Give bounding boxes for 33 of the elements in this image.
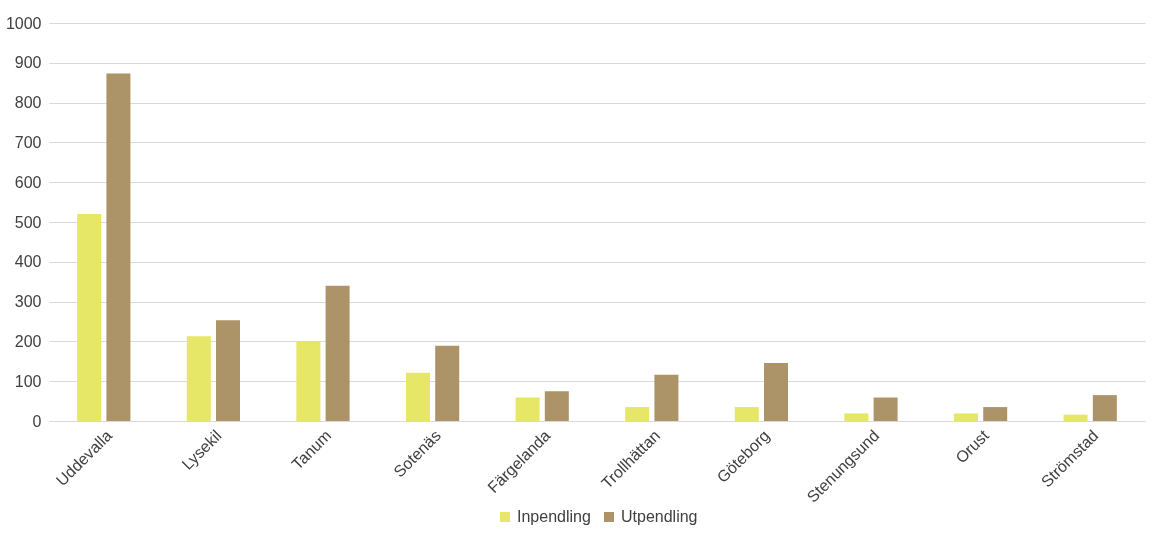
bar: [1092, 395, 1117, 421]
bar: [216, 320, 241, 421]
legend-label: Utpendling: [621, 508, 698, 525]
y-tick-label: 500: [14, 213, 42, 231]
y-tick-label: 200: [14, 332, 42, 350]
y-tick-label: 700: [14, 133, 42, 151]
bar: [764, 362, 789, 421]
bar: [625, 407, 650, 421]
bar: [734, 407, 759, 421]
y-tick-label: 400: [14, 253, 42, 271]
y-tick-label: 0: [32, 412, 42, 430]
bar: [515, 397, 540, 421]
bar: [186, 336, 211, 421]
y-tick-label: 600: [14, 173, 42, 191]
bar: [325, 285, 350, 421]
bar: [953, 413, 978, 421]
bar: [296, 341, 321, 421]
y-tick-label: 900: [14, 54, 42, 72]
y-tick-label: 100: [14, 372, 42, 390]
bar: [544, 391, 569, 421]
bar: [873, 397, 898, 421]
legend-label: Inpendling: [517, 508, 591, 525]
bar: [983, 407, 1008, 421]
bar: [405, 372, 430, 421]
bar: [844, 413, 869, 421]
bar: [1063, 414, 1088, 421]
y-tick-label: 300: [14, 293, 42, 311]
y-tick-label: 800: [14, 94, 42, 112]
bar: [435, 345, 460, 421]
bar: [654, 374, 679, 421]
y-tick-label: 1000: [5, 14, 42, 32]
bar: [106, 73, 131, 421]
bar: [77, 214, 102, 421]
